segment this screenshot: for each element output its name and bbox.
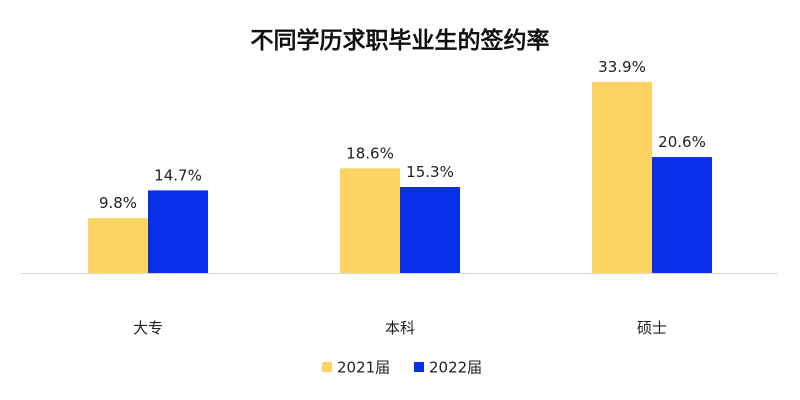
data-label-2-2: 15.3% (406, 163, 454, 181)
legend-label-2: 2022届 (429, 359, 482, 377)
legend-swatch-1 (322, 362, 332, 372)
bar-1-2 (340, 168, 400, 274)
bar-2-2 (400, 187, 460, 274)
x-axis-ticks: 大专 本科 硕士 (133, 319, 667, 337)
x-tick-label: 硕士 (637, 319, 667, 337)
legend-label-1: 2021届 (337, 359, 390, 377)
data-label-1-3: 33.9% (598, 58, 646, 76)
data-label-2-1: 14.7% (154, 166, 202, 184)
x-tick-label: 本科 (385, 319, 415, 337)
data-label-2-3: 20.6% (658, 133, 706, 151)
x-tick-label: 大专 (133, 319, 163, 337)
bar-1-3 (592, 81, 652, 274)
chart-title: 不同学历求职毕业生的签约率 (251, 27, 550, 54)
bar-1-1 (88, 218, 148, 274)
bar-2-1 (148, 190, 208, 274)
legend-swatch-2 (414, 362, 424, 372)
legend: 2021届 2022届 (322, 359, 482, 377)
data-label-1-2: 18.6% (346, 144, 394, 162)
data-label-1-1: 9.8% (99, 194, 137, 212)
bars-group: 9.8% 14.7% 18.6% 15.3% 33.9% 20.6% (88, 58, 712, 274)
bar-2-3 (652, 157, 712, 274)
